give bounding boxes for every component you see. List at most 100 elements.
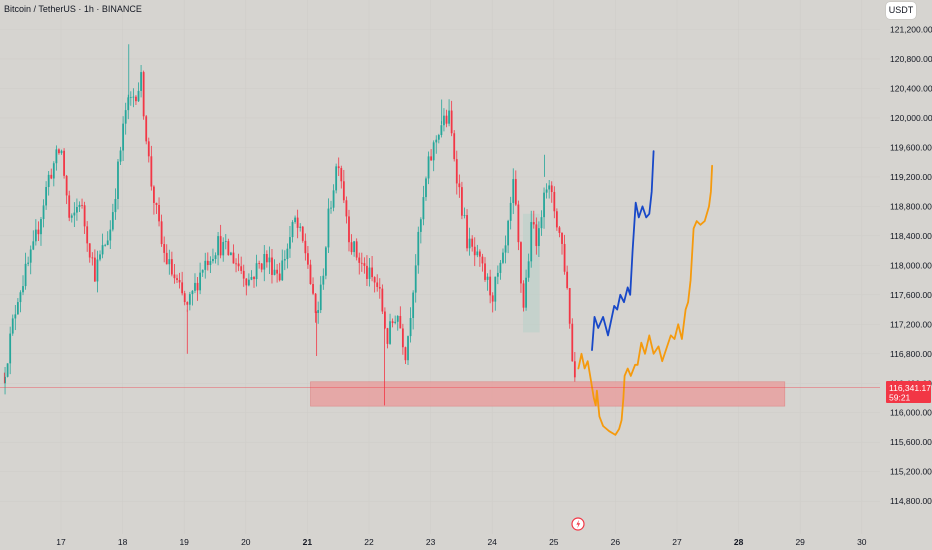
candle-body bbox=[358, 257, 361, 263]
candle-body bbox=[242, 270, 245, 279]
candle-body bbox=[78, 204, 81, 207]
zones-layer bbox=[310, 213, 786, 407]
candle-body bbox=[22, 286, 24, 293]
candle-body bbox=[566, 271, 569, 289]
price-tick-label: 115,600.00 bbox=[890, 437, 932, 447]
price-tick-label: 117,600.00 bbox=[890, 290, 932, 300]
candle-body bbox=[76, 206, 78, 213]
candle-body bbox=[88, 243, 91, 258]
price-tag-countdown: 59:21 bbox=[889, 393, 911, 403]
candle-body bbox=[509, 202, 512, 221]
candle-body bbox=[127, 97, 130, 111]
candle-body bbox=[514, 179, 517, 205]
candle-body bbox=[68, 195, 71, 218]
candle-body bbox=[353, 241, 356, 253]
candle-body bbox=[199, 272, 202, 291]
support-zone[interactable] bbox=[310, 381, 786, 407]
candle-body bbox=[263, 254, 266, 270]
candle-body bbox=[499, 262, 502, 273]
candle-body bbox=[550, 185, 553, 192]
candle-body bbox=[230, 252, 232, 256]
candle-body bbox=[6, 363, 9, 377]
candle-body bbox=[255, 263, 258, 280]
candle-body bbox=[142, 72, 145, 117]
candle-body bbox=[101, 245, 104, 255]
candle-body bbox=[496, 272, 499, 277]
candle-body bbox=[240, 266, 243, 271]
time-tick-label: 21 bbox=[303, 537, 313, 547]
candle-body bbox=[322, 275, 325, 285]
candle-body bbox=[330, 207, 332, 209]
time-tick-label: 24 bbox=[487, 537, 497, 547]
candle-body bbox=[545, 189, 548, 193]
candle-body bbox=[486, 276, 489, 280]
timeline-event-marker[interactable] bbox=[571, 517, 585, 531]
candle-body bbox=[232, 252, 235, 264]
candle-body bbox=[140, 72, 142, 91]
candle-body bbox=[60, 150, 63, 154]
candle-body bbox=[520, 242, 522, 284]
candle-body bbox=[324, 247, 327, 276]
candle-body bbox=[271, 257, 273, 275]
candle-body bbox=[224, 241, 227, 242]
candle-body bbox=[235, 263, 237, 265]
candle-body bbox=[548, 185, 551, 190]
candle-body bbox=[430, 156, 433, 161]
price-axis[interactable]: 121,200.00 120,800.00 120,400.00 120,000.00… bbox=[890, 25, 932, 507]
candle-body bbox=[535, 224, 538, 247]
candle-body bbox=[247, 279, 250, 286]
candle-body bbox=[70, 215, 73, 218]
time-axis[interactable]: 17 18 19 20 21 22 23 24 25 26 27 28 29 30 bbox=[56, 537, 867, 547]
candle-body bbox=[258, 263, 261, 265]
candle-body bbox=[314, 293, 317, 313]
candle-body bbox=[173, 274, 176, 279]
candle-body bbox=[384, 311, 386, 329]
candle-body bbox=[407, 336, 409, 361]
candle-body bbox=[183, 293, 186, 303]
candle-body bbox=[360, 262, 363, 264]
candle-body bbox=[104, 244, 107, 246]
candle-body bbox=[176, 278, 178, 281]
candle-body bbox=[135, 96, 137, 102]
time-tick-label: 23 bbox=[426, 537, 436, 547]
candle-body bbox=[40, 219, 42, 235]
time-tick-label: 25 bbox=[549, 537, 559, 547]
projection-path-orange[interactable] bbox=[577, 164, 713, 436]
candle-body bbox=[427, 156, 430, 179]
candle-body bbox=[317, 310, 320, 313]
candle-body bbox=[468, 238, 471, 249]
candle-body bbox=[153, 186, 155, 203]
candle-body bbox=[155, 202, 158, 205]
candle-body bbox=[194, 282, 196, 291]
candle-body bbox=[573, 361, 576, 378]
candle-body bbox=[91, 257, 94, 259]
candle-body bbox=[484, 263, 486, 280]
candle-body bbox=[522, 283, 525, 308]
candle-body bbox=[458, 183, 461, 188]
candle-body bbox=[268, 257, 271, 263]
candle-body bbox=[555, 211, 558, 228]
candle-body bbox=[342, 181, 345, 201]
candle-body bbox=[296, 217, 299, 228]
candle-body bbox=[312, 284, 314, 294]
candle-body bbox=[435, 139, 438, 143]
candle-body bbox=[83, 205, 86, 227]
time-tick-label: 22 bbox=[364, 537, 374, 547]
candle-body bbox=[119, 150, 122, 162]
price-tick-label: 121,200.00 bbox=[890, 25, 932, 35]
candle-body bbox=[563, 243, 566, 272]
currency-button[interactable]: USDT bbox=[886, 2, 916, 19]
candle-body bbox=[52, 163, 55, 179]
candle-body bbox=[517, 204, 520, 243]
candle-body bbox=[93, 257, 96, 282]
candle-body bbox=[45, 187, 48, 206]
price-tick-label: 118,800.00 bbox=[890, 201, 932, 211]
candle-body bbox=[507, 220, 510, 246]
candle-body bbox=[219, 236, 222, 256]
candle-body bbox=[373, 277, 376, 283]
candle-body bbox=[186, 302, 189, 305]
projection-path-blue[interactable] bbox=[591, 150, 655, 351]
lightning-icon[interactable] bbox=[576, 519, 581, 529]
